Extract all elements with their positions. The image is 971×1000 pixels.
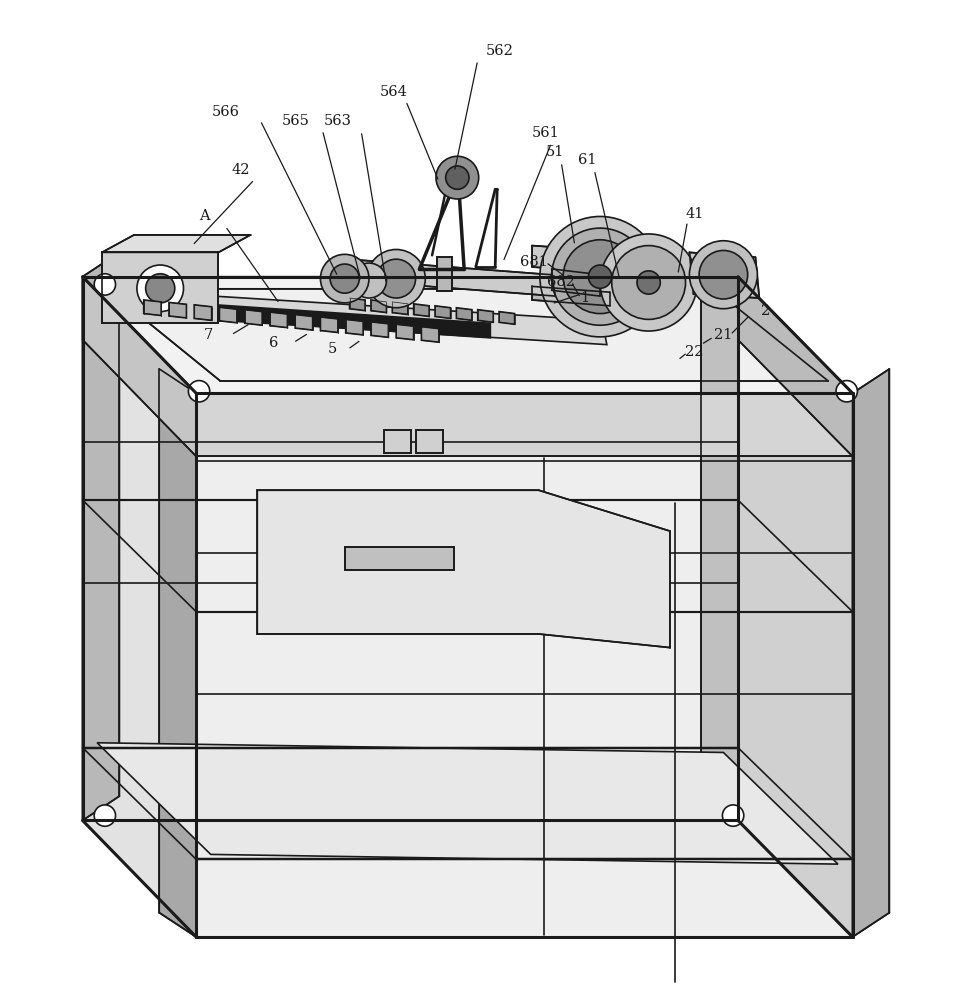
Polygon shape	[437, 257, 452, 291]
Polygon shape	[738, 277, 853, 937]
Polygon shape	[219, 307, 237, 323]
Circle shape	[367, 249, 425, 308]
Polygon shape	[320, 317, 338, 333]
Polygon shape	[348, 259, 555, 296]
Text: 561: 561	[532, 126, 559, 140]
Circle shape	[188, 381, 210, 402]
Text: A: A	[199, 209, 209, 223]
Polygon shape	[194, 305, 212, 320]
Circle shape	[563, 240, 637, 314]
Circle shape	[320, 254, 369, 303]
Text: 21: 21	[715, 328, 732, 342]
Text: 2: 2	[760, 304, 770, 318]
Circle shape	[94, 274, 116, 295]
Polygon shape	[196, 393, 853, 456]
Polygon shape	[107, 289, 828, 381]
Text: 566: 566	[212, 105, 239, 119]
Text: 7: 7	[204, 328, 214, 342]
Polygon shape	[396, 324, 414, 340]
Text: 563: 563	[324, 114, 352, 128]
Circle shape	[540, 216, 660, 337]
Circle shape	[377, 259, 416, 298]
Circle shape	[588, 265, 612, 288]
Text: 5: 5	[327, 342, 337, 356]
Polygon shape	[499, 312, 515, 324]
Polygon shape	[371, 322, 388, 337]
Polygon shape	[295, 315, 313, 330]
Circle shape	[446, 166, 469, 189]
Text: 51: 51	[547, 145, 564, 159]
Polygon shape	[416, 430, 443, 453]
Polygon shape	[456, 308, 472, 320]
Polygon shape	[345, 547, 454, 570]
Polygon shape	[83, 277, 196, 937]
Text: 681: 681	[520, 255, 548, 269]
Polygon shape	[435, 306, 451, 318]
Polygon shape	[83, 277, 853, 393]
Polygon shape	[552, 269, 600, 296]
Circle shape	[137, 265, 184, 312]
Circle shape	[637, 271, 660, 294]
Text: 6: 6	[269, 336, 279, 350]
Polygon shape	[196, 393, 853, 937]
Polygon shape	[421, 327, 439, 342]
Polygon shape	[371, 300, 386, 313]
Polygon shape	[97, 743, 838, 864]
Polygon shape	[346, 319, 363, 335]
Polygon shape	[257, 490, 670, 648]
Polygon shape	[159, 369, 196, 937]
Text: 565: 565	[283, 114, 310, 128]
Polygon shape	[270, 312, 287, 328]
Text: 41: 41	[686, 207, 703, 221]
Polygon shape	[83, 277, 196, 456]
Polygon shape	[245, 310, 262, 325]
Polygon shape	[350, 298, 365, 311]
Polygon shape	[144, 300, 161, 316]
Circle shape	[94, 805, 116, 826]
Polygon shape	[392, 302, 408, 315]
Polygon shape	[532, 286, 610, 306]
Polygon shape	[701, 277, 738, 820]
Circle shape	[600, 234, 697, 331]
Polygon shape	[115, 298, 490, 338]
Circle shape	[699, 250, 748, 299]
Circle shape	[722, 805, 744, 826]
Circle shape	[330, 264, 359, 293]
Text: 564: 564	[380, 85, 407, 99]
Text: 562: 562	[486, 44, 514, 58]
Polygon shape	[169, 302, 186, 318]
Text: 61: 61	[578, 153, 597, 167]
Circle shape	[436, 156, 479, 199]
Text: 1: 1	[580, 291, 589, 305]
Circle shape	[352, 263, 386, 298]
Polygon shape	[532, 246, 730, 282]
Circle shape	[722, 278, 744, 299]
Text: 22: 22	[685, 345, 704, 359]
Polygon shape	[689, 252, 759, 298]
Polygon shape	[384, 430, 411, 453]
Text: 42: 42	[231, 163, 251, 177]
Polygon shape	[102, 252, 218, 323]
Circle shape	[552, 228, 649, 325]
Polygon shape	[136, 291, 607, 345]
Circle shape	[689, 241, 757, 309]
Polygon shape	[738, 277, 853, 456]
Text: 682: 682	[548, 275, 575, 289]
Polygon shape	[83, 252, 119, 820]
Circle shape	[836, 381, 857, 402]
Polygon shape	[478, 310, 493, 322]
Circle shape	[146, 274, 175, 303]
Polygon shape	[853, 369, 889, 937]
Circle shape	[612, 246, 686, 319]
Polygon shape	[414, 304, 429, 316]
Polygon shape	[102, 235, 251, 252]
